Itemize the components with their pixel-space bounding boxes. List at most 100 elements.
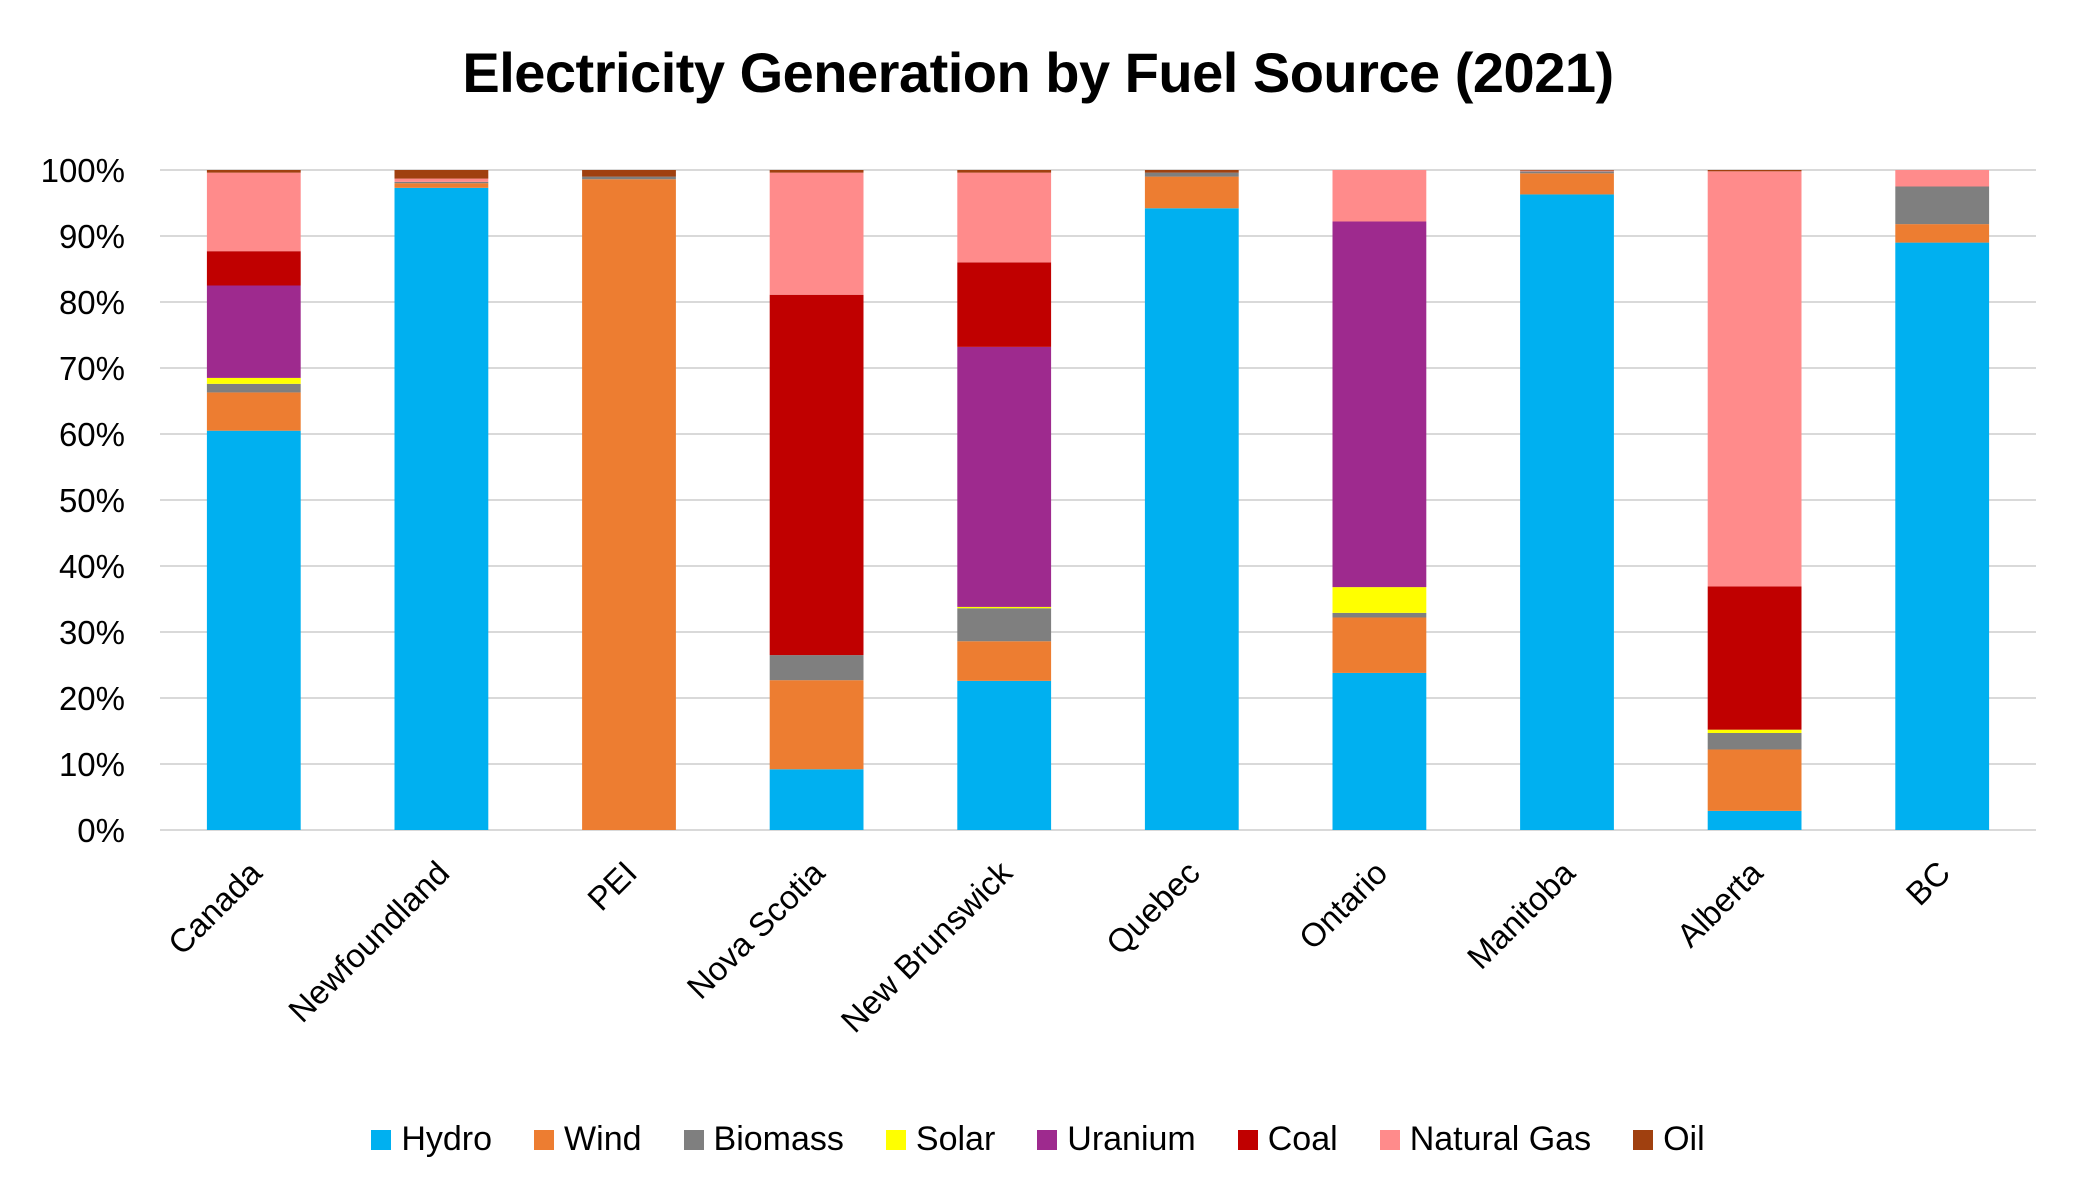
bar-segment-coal bbox=[957, 262, 1052, 347]
bar-segment-hydro bbox=[1520, 194, 1614, 831]
bar-segment-oil bbox=[1707, 170, 1802, 172]
legend-item-biomass: Biomass bbox=[683, 1120, 844, 1159]
y-tick-label: 70% bbox=[59, 350, 125, 387]
bar-segment-biomass bbox=[769, 655, 864, 681]
x-tick-label: BC bbox=[1899, 854, 1958, 913]
y-tick-label: 10% bbox=[59, 746, 125, 783]
x-tick-label: Newfoundland bbox=[281, 854, 456, 1029]
x-tick-label: Alberta bbox=[1669, 853, 1770, 954]
bar-segment-hydro bbox=[394, 187, 489, 830]
bar-stack-newfoundland bbox=[394, 170, 489, 830]
legend-item-hydro: Hydro bbox=[371, 1120, 492, 1159]
y-tick-label: 20% bbox=[59, 680, 125, 717]
bar-segment-hydro bbox=[769, 769, 864, 830]
bar-segment-biomass bbox=[957, 608, 1052, 642]
legend-item-oil: Oil bbox=[1633, 1120, 1705, 1159]
bar-segment-hydro bbox=[1895, 242, 1990, 831]
bar-segment-oil bbox=[1520, 170, 1614, 171]
legend-swatch bbox=[683, 1129, 704, 1150]
bar-segment-uranium bbox=[1332, 221, 1427, 588]
legend-label: Coal bbox=[1267, 1120, 1338, 1158]
legend-label: Uranium bbox=[1067, 1120, 1196, 1158]
bar-stack-ontario bbox=[1332, 170, 1427, 830]
bar-stack-canada bbox=[206, 170, 301, 830]
bar-segment-natural-gas bbox=[1707, 171, 1802, 587]
x-tick-label: Nova Scotia bbox=[680, 853, 832, 1005]
legend-label: Natural Gas bbox=[1409, 1120, 1592, 1158]
bar-segment-oil bbox=[1144, 170, 1239, 173]
legend-swatch bbox=[1633, 1129, 1654, 1150]
bar-segment-wind bbox=[769, 680, 864, 770]
bar-segment-natural-gas bbox=[1895, 170, 1990, 187]
legend-swatch bbox=[371, 1129, 392, 1150]
bar-segment-wind bbox=[1144, 176, 1239, 209]
bar-stacks bbox=[206, 170, 1990, 831]
y-tick-label: 90% bbox=[59, 218, 125, 255]
bar-segment-wind bbox=[1332, 617, 1427, 673]
bar-stack-manitoba bbox=[1520, 170, 1614, 831]
bar-segment-oil bbox=[957, 170, 1052, 173]
legend-swatch bbox=[1379, 1129, 1400, 1150]
bar-segment-oil bbox=[769, 170, 864, 173]
x-tick-label: PEI bbox=[580, 854, 644, 918]
bar-segment-oil bbox=[206, 170, 301, 173]
bar-segment-natural-gas bbox=[394, 178, 489, 182]
bar-segment-coal bbox=[769, 294, 864, 656]
x-tick-label: Canada bbox=[161, 853, 269, 961]
bar-segment-hydro bbox=[957, 680, 1052, 830]
legend-item-uranium: Uranium bbox=[1037, 1120, 1196, 1159]
bar-segment-wind bbox=[394, 183, 489, 188]
bar-segment-wind bbox=[957, 641, 1052, 681]
legend-item-solar: Solar bbox=[885, 1120, 996, 1159]
legend-swatch bbox=[885, 1129, 906, 1150]
legend-label: Hydro bbox=[401, 1120, 493, 1158]
legend-label: Solar bbox=[915, 1120, 996, 1158]
bar-segment-hydro bbox=[206, 430, 301, 830]
bar-segment-uranium bbox=[206, 285, 301, 378]
bar-segment-natural-gas bbox=[1332, 170, 1427, 222]
legend-item-wind: Wind bbox=[534, 1120, 642, 1159]
x-tick-label: Ontario bbox=[1292, 854, 1395, 957]
y-tick-label: 40% bbox=[59, 548, 125, 585]
bar-segment-biomass bbox=[394, 181, 489, 184]
bar-segment-wind bbox=[206, 392, 301, 431]
bar-segment-coal bbox=[206, 251, 301, 286]
legend-swatch bbox=[1237, 1129, 1258, 1150]
bar-stack-quebec bbox=[1144, 170, 1239, 830]
bar-segment-biomass bbox=[1895, 186, 1990, 225]
y-tick-label: 80% bbox=[59, 284, 125, 321]
legend-swatch bbox=[1037, 1129, 1058, 1150]
bar-stack-new-brunswick bbox=[957, 170, 1052, 830]
x-tick-label: Quebec bbox=[1099, 854, 1207, 962]
bar-segment-coal bbox=[1707, 586, 1802, 730]
bar-segment-natural-gas bbox=[1520, 170, 1614, 172]
bar-segment-biomass bbox=[582, 176, 676, 180]
bar-segment-wind bbox=[582, 179, 676, 831]
legend-item-natural-gas: Natural Gas bbox=[1379, 1120, 1592, 1159]
x-tick-label: Manitoba bbox=[1460, 853, 1583, 976]
chart-title: Electricity Generation by Fuel Source (2… bbox=[462, 41, 1614, 104]
bar-segment-biomass bbox=[1332, 612, 1427, 618]
x-axis-tick-labels: Canada Newfoundland PEI Nova Scotia New Brun… bbox=[161, 853, 1957, 1039]
bar-segment-wind bbox=[1895, 224, 1990, 243]
bar-segment-natural-gas bbox=[206, 172, 301, 252]
bar-segment-hydro bbox=[1707, 810, 1802, 830]
legend-label: Biomass bbox=[713, 1120, 844, 1158]
bar-segment-wind bbox=[1520, 173, 1614, 195]
bar-segment-natural-gas bbox=[957, 172, 1052, 263]
bar-stack-alberta bbox=[1707, 170, 1802, 830]
bar-stack-pei bbox=[582, 170, 676, 831]
bar-stack-bc bbox=[1895, 170, 1990, 831]
bar-stack-nova-scotia bbox=[769, 170, 864, 830]
legend-swatch bbox=[534, 1129, 555, 1150]
legend: Hydro Wind Biomass Solar Uranium Coal Natural … bbox=[0, 1120, 2076, 1159]
bar-segment-biomass bbox=[1144, 172, 1239, 177]
bar-segment-oil bbox=[582, 170, 676, 177]
bar-segment-solar bbox=[957, 606, 1052, 609]
bar-segment-solar bbox=[1707, 729, 1802, 733]
y-tick-label: 30% bbox=[59, 614, 125, 651]
bar-segment-solar bbox=[1332, 587, 1427, 613]
bar-segment-wind bbox=[1707, 749, 1802, 811]
y-tick-label: 50% bbox=[59, 482, 125, 519]
